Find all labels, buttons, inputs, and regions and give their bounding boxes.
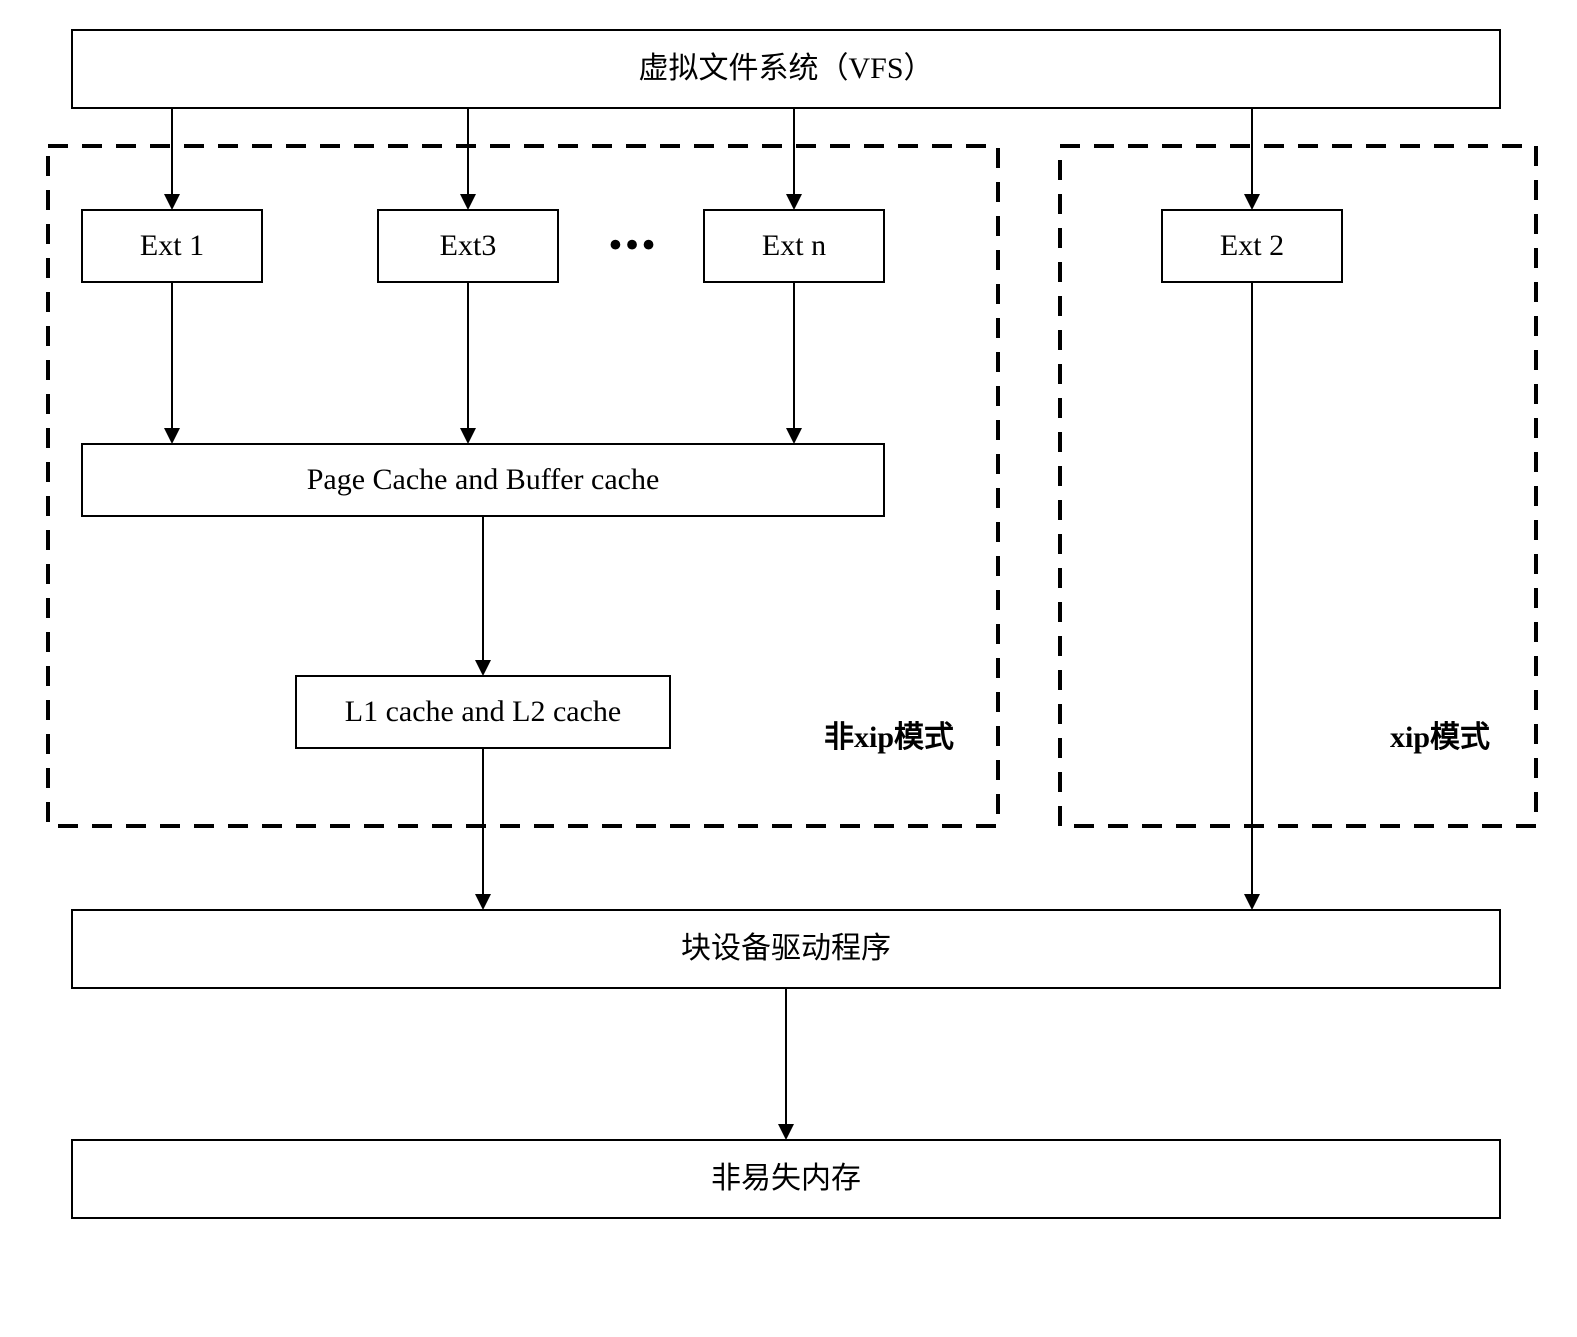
label-ext2: Ext 2 [1220,229,1284,262]
label-blockdrv: 块设备驱动程序 [681,932,891,965]
ellipsis: ••• [609,224,659,264]
dashed-label-non_xip: 非xip模式 [824,721,954,754]
label-nvm: 非易失内存 [711,1162,861,1195]
label-ext3: Ext3 [440,229,497,262]
label-l1l2: L1 cache and L2 cache [345,695,622,728]
dashed-label-xip: xip模式 [1390,721,1490,754]
label-extn: Ext n [762,229,826,262]
label-ext1: Ext 1 [140,229,204,262]
label-vfs: 虚拟文件系统（VFS） [638,52,933,85]
label-pagecache: Page Cache and Buffer cache [307,463,660,496]
